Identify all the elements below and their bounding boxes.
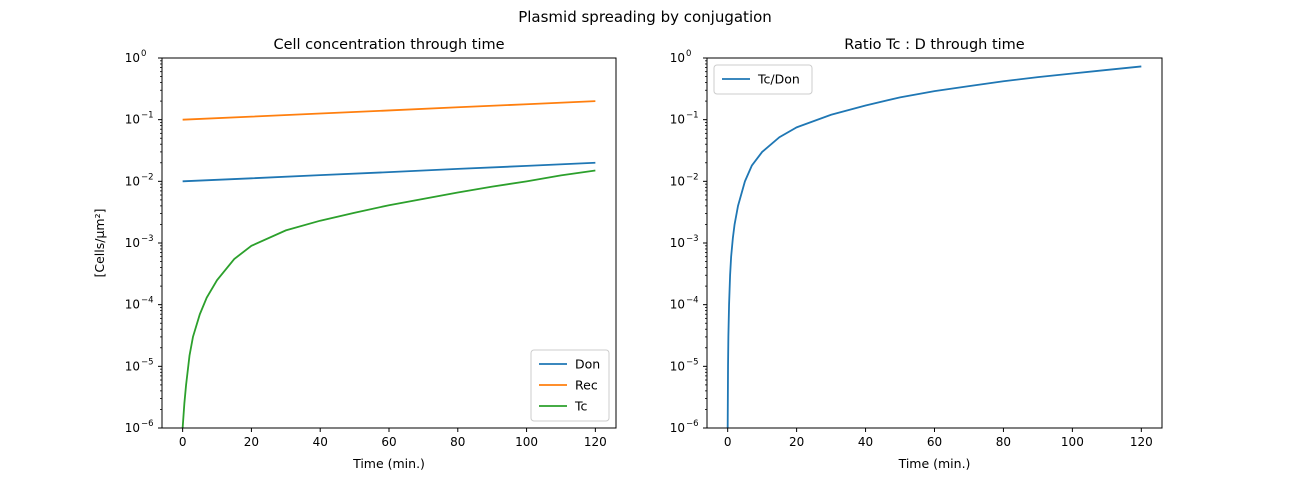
y-tick-label-base: 10 [125, 236, 140, 250]
legend-entry: Rec [575, 378, 598, 393]
legend-entry: Tc [574, 399, 588, 414]
legend-box [530, 349, 610, 422]
y-tick-label-base: 10 [125, 51, 140, 65]
x-tick-label: 80 [450, 435, 465, 449]
x-tick-label: 40 [858, 435, 873, 449]
x-tick-label: 0 [724, 435, 732, 449]
y-tick-label-base: 10 [670, 51, 685, 65]
legend: Don Rec Tc [530, 349, 610, 422]
x-tick-label: 0 [179, 435, 187, 449]
y-tick-label-exponent: −3 [686, 234, 699, 244]
y-tick-label-exponent: −4 [141, 296, 154, 306]
y-tick-label-exponent: −6 [141, 419, 154, 429]
series-line-tc-don [726, 65, 1142, 428]
y-tick-label-base: 10 [125, 421, 140, 435]
legend-entry: Tc/Don [757, 72, 800, 87]
y-tick-label-base: 10 [125, 298, 140, 312]
x-tick-label: 100 [1061, 435, 1084, 449]
x-tick-label: 60 [927, 435, 942, 449]
legend: Tc/Don [713, 64, 813, 95]
x-tick-label: 100 [515, 435, 538, 449]
chart-title: Ratio Tc : D through time [844, 37, 1025, 53]
y-tick-label-exponent: −3 [141, 234, 154, 244]
series-line-tc [181, 169, 596, 428]
y-tick-label-exponent: −5 [686, 357, 699, 367]
y-tick-label-base: 10 [670, 174, 685, 188]
y-tick-label-exponent: −1 [686, 111, 699, 121]
x-tick-label: 80 [996, 435, 1011, 449]
chart-title: Cell concentration through time [273, 37, 504, 53]
y-tick-label-exponent: −6 [686, 419, 699, 429]
y-tick-label-base: 10 [670, 359, 685, 373]
x-tick-label: 20 [244, 435, 259, 449]
y-tick-label-base: 10 [670, 113, 685, 127]
y-tick-label-exponent: −5 [141, 357, 154, 367]
y-tick-label-base: 10 [125, 113, 140, 127]
y-tick-label-exponent: 0 [141, 49, 146, 59]
series-line-rec [182, 100, 596, 121]
y-tick-label-base: 10 [125, 359, 140, 373]
x-tick-label: 60 [381, 435, 396, 449]
x-tick-label: 40 [313, 435, 328, 449]
y-tick-label-exponent: −2 [141, 172, 154, 182]
y-tick-label-exponent: 0 [686, 49, 691, 59]
x-axis-label: Time (min.) [898, 456, 971, 471]
y-tick-label-base: 10 [670, 298, 685, 312]
x-tick-label: 20 [789, 435, 804, 449]
y-tick-label-base: 10 [125, 174, 140, 188]
legend-box [713, 64, 813, 95]
x-tick-label: 120 [1130, 435, 1153, 449]
x-tick-label: 120 [584, 435, 607, 449]
plot-frame [706, 57, 1163, 429]
y-tick-label-exponent: −4 [686, 296, 699, 306]
y-tick-label-exponent: −2 [686, 172, 699, 182]
y-tick-label-base: 10 [670, 421, 685, 435]
y-tick-label-exponent: −1 [141, 111, 154, 121]
series-line-don [182, 161, 596, 183]
legend-entry: Don [575, 357, 600, 372]
figure-title: Plasmid spreading by conjugation [518, 8, 772, 26]
x-axis-label: Time (min.) [352, 456, 425, 471]
y-axis-label: [Cells/μm²] [92, 209, 107, 278]
y-tick-label-base: 10 [670, 236, 685, 250]
